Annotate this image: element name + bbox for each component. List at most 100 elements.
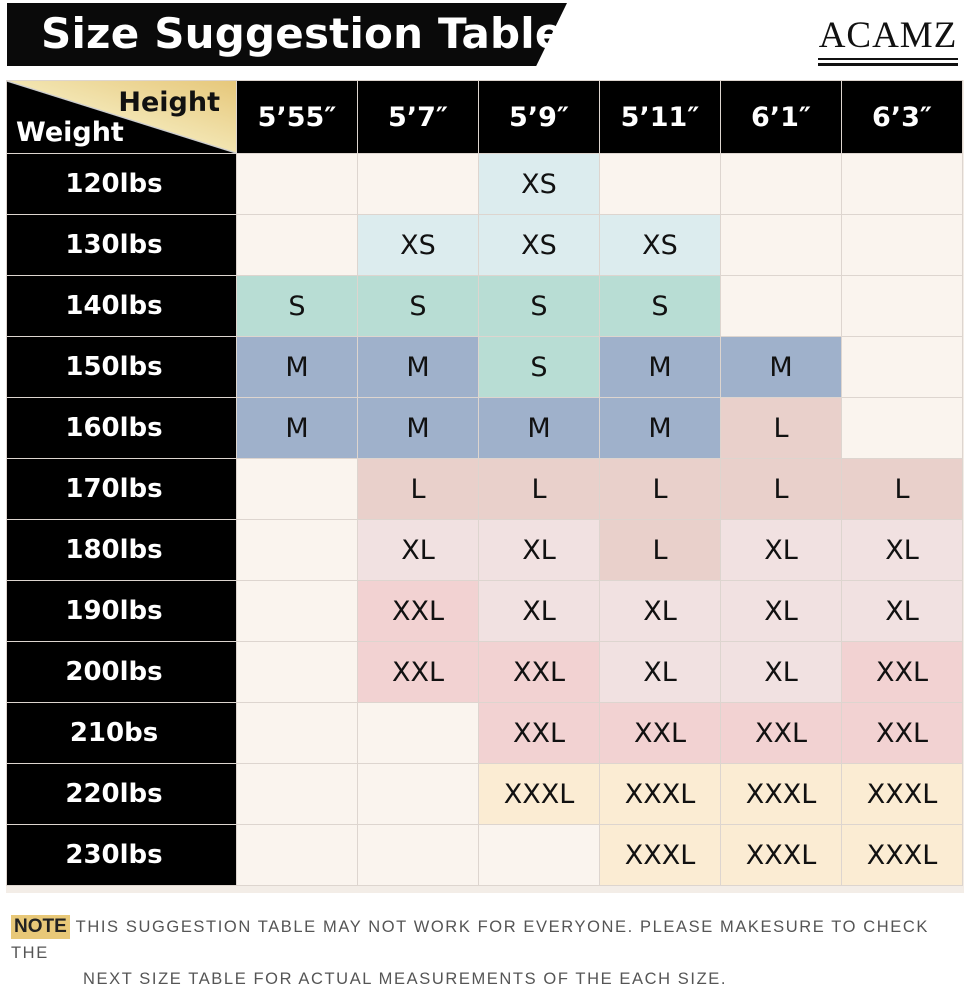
height-header: 5’55″	[236, 80, 358, 154]
size-cell: XL	[720, 580, 842, 642]
size-cell	[236, 763, 358, 825]
size-cell	[841, 153, 963, 215]
size-cell: XL	[599, 580, 721, 642]
size-cell	[236, 824, 358, 886]
size-cell: XL	[841, 519, 963, 581]
size-cell: XXXL	[841, 824, 963, 886]
size-cell: XL	[599, 641, 721, 703]
table-row: 190lbs XXL XL XL XL XL	[6, 580, 963, 642]
table-row: 200lbs XXL XXL XL XL XXL	[6, 641, 963, 703]
size-cell: XL	[478, 580, 600, 642]
size-table-container: Height Weight 5’55″ 5’7″ 5’9″ 5’11″ 6’1″…	[6, 80, 964, 893]
size-cell: L	[357, 458, 479, 520]
size-cell	[236, 153, 358, 215]
weight-label: 210bs	[6, 702, 237, 764]
size-cell: XXXL	[599, 824, 721, 886]
weight-label: 140lbs	[6, 275, 237, 337]
size-cell: S	[478, 275, 600, 337]
height-header: 5’11″	[599, 80, 721, 154]
size-cell	[720, 214, 842, 276]
note-line-1: NOTE THIS SUGGESTION TABLE MAY NOT WORK …	[11, 914, 969, 966]
size-cell	[841, 397, 963, 459]
weight-label: 220lbs	[6, 763, 237, 825]
size-cell: XL	[357, 519, 479, 581]
size-cell: L	[599, 519, 721, 581]
brand-underline	[818, 63, 958, 66]
size-cell	[478, 824, 600, 886]
height-header: 6’3″	[841, 80, 963, 154]
size-cell: XS	[357, 214, 479, 276]
weight-label: 160lbs	[6, 397, 237, 459]
size-cell: S	[599, 275, 721, 337]
size-cell	[236, 214, 358, 276]
size-cell	[236, 641, 358, 703]
brand-logo: ACAMZ	[818, 15, 958, 56]
corner-diagonal	[7, 81, 236, 153]
size-cell: XXL	[357, 641, 479, 703]
brand-underline	[818, 58, 958, 60]
table-row: 150lbs M M S M M	[6, 336, 963, 398]
table-row: 220lbs XXXL XXXL XXXL XXXL	[6, 763, 963, 825]
size-cell: XXL	[357, 580, 479, 642]
size-cell: M	[236, 336, 358, 398]
weight-label: 170lbs	[6, 458, 237, 520]
size-cell: M	[357, 336, 479, 398]
size-cell	[720, 275, 842, 337]
size-table: Height Weight 5’55″ 5’7″ 5’9″ 5’11″ 6’1″…	[6, 80, 963, 886]
size-cell: XXL	[841, 702, 963, 764]
size-cell: S	[357, 275, 479, 337]
size-cell: XXXL	[720, 824, 842, 886]
size-cell: XL	[478, 519, 600, 581]
size-cell: M	[236, 397, 358, 459]
size-cell: XL	[720, 519, 842, 581]
size-cell: XS	[478, 214, 600, 276]
note-text-2: NEXT SIZE TABLE FOR ACTUAL MEASUREMENTS …	[83, 970, 728, 988]
table-row: 140lbs S S S S	[6, 275, 963, 337]
title-banner	[7, 3, 567, 66]
size-cell	[720, 153, 842, 215]
size-cell	[841, 336, 963, 398]
size-cell: XS	[478, 153, 600, 215]
table-row: 230lbs XXXL XXXL XXXL	[6, 824, 963, 886]
size-cell: XXL	[599, 702, 721, 764]
size-cell: XXXL	[841, 763, 963, 825]
size-cell: XS	[599, 214, 721, 276]
size-cell	[236, 702, 358, 764]
size-cell	[841, 214, 963, 276]
weight-label: 130lbs	[6, 214, 237, 276]
size-cell: M	[599, 397, 721, 459]
size-cell	[841, 275, 963, 337]
size-cell: M	[599, 336, 721, 398]
header-row: Height Weight 5’55″ 5’7″ 5’9″ 5’11″ 6’1″…	[6, 80, 963, 154]
size-cell	[236, 580, 358, 642]
note-tag: NOTE	[11, 915, 70, 939]
size-cell: XXXL	[478, 763, 600, 825]
table-row: 210bs XXL XXL XXL XXL	[6, 702, 963, 764]
note-text-1: THIS SUGGESTION TABLE MAY NOT WORK FOR E…	[11, 918, 930, 962]
weight-label: 120lbs	[6, 153, 237, 215]
size-cell: M	[357, 397, 479, 459]
size-cell: L	[478, 458, 600, 520]
height-header: 5’7″	[357, 80, 479, 154]
table-row: 170lbs L L L L L	[6, 458, 963, 520]
size-cell	[599, 153, 721, 215]
table-row: 130lbs XS XS XS	[6, 214, 963, 276]
size-cell: M	[720, 336, 842, 398]
size-cell	[357, 824, 479, 886]
size-cell: L	[841, 458, 963, 520]
weight-label: 150lbs	[6, 336, 237, 398]
size-cell: S	[478, 336, 600, 398]
weight-label: 180lbs	[6, 519, 237, 581]
note: NOTE THIS SUGGESTION TABLE MAY NOT WORK …	[11, 914, 969, 992]
size-cell: S	[236, 275, 358, 337]
size-cell	[357, 153, 479, 215]
size-cell: XXL	[478, 641, 600, 703]
size-cell: L	[720, 397, 842, 459]
weight-label: 230lbs	[6, 824, 237, 886]
weight-label: 200lbs	[6, 641, 237, 703]
size-cell	[357, 763, 479, 825]
height-header: 5’9″	[478, 80, 600, 154]
page-title: Size Suggestion Table	[41, 9, 564, 58]
size-cell: M	[478, 397, 600, 459]
table-row: 160lbs M M M M L	[6, 397, 963, 459]
